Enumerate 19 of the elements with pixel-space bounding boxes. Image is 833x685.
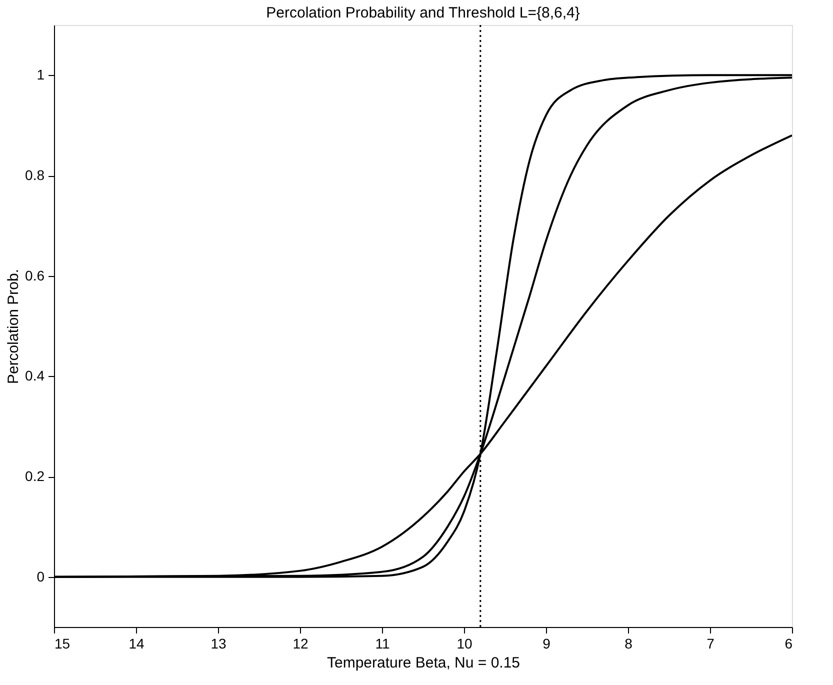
x-tick-label: 6 — [784, 636, 793, 652]
y-tick-label: 0.4 — [25, 368, 45, 384]
y-tick-label: 0.2 — [25, 468, 45, 484]
x-tick-label: 10 — [456, 636, 472, 652]
y-tick-label: 0.6 — [25, 267, 45, 284]
x-tick-label: 14 — [128, 636, 144, 652]
x-tick-label: 9 — [542, 636, 551, 652]
x-tick-label: 12 — [292, 636, 308, 652]
y-tick-label: 1 — [36, 66, 45, 83]
x-tick-label: 8 — [624, 636, 633, 652]
x-tick-label: 15 — [54, 636, 70, 652]
x-tick-label: 7 — [706, 636, 715, 652]
x-axis-title: Temperature Beta, Nu = 0.15 — [326, 654, 520, 672]
y-tick-label: 0.8 — [25, 167, 45, 183]
y-tick-label: 0 — [36, 568, 45, 584]
x-tick-label: 13 — [210, 636, 226, 652]
chart-title: Percolation Probability and Threshold L={8,6,4} — [266, 4, 580, 22]
y-axis-title: Percolation Prob. — [5, 268, 22, 384]
x-tick-label: 11 — [375, 636, 390, 652]
